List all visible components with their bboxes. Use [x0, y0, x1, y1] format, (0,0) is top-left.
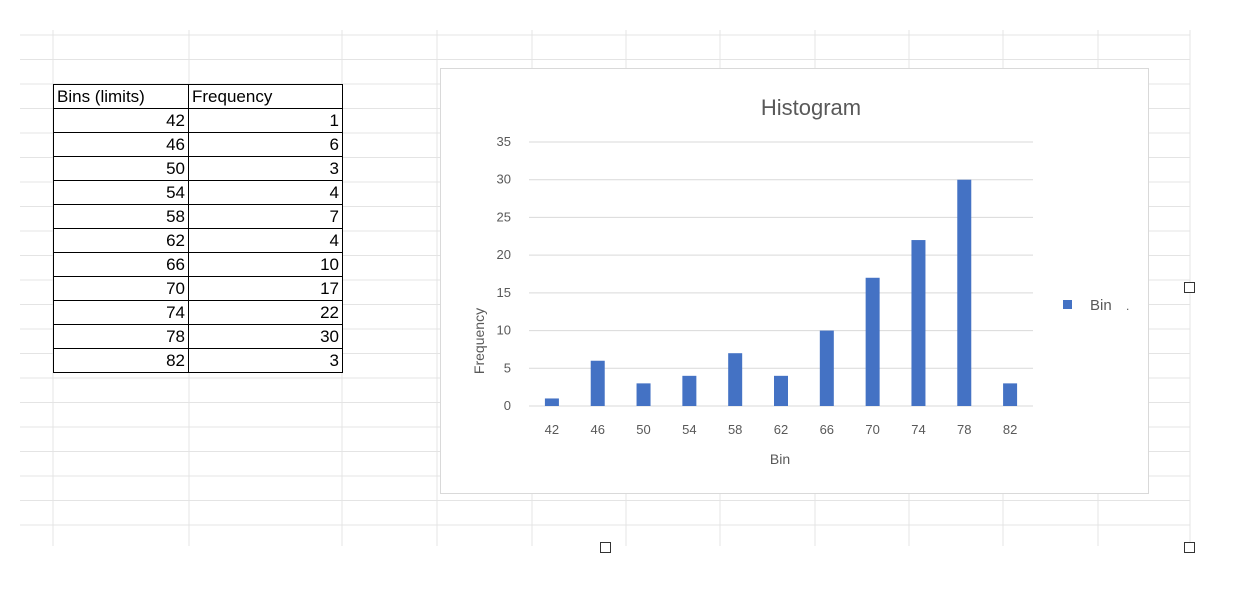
- legend-swatch: [1063, 300, 1072, 309]
- y-tick-label: 15: [497, 285, 511, 300]
- y-tick-label: 10: [497, 323, 511, 338]
- table-row: 74 22: [53, 300, 343, 325]
- legend-mark: .: [1126, 299, 1129, 313]
- table-row: 42 1: [53, 108, 343, 133]
- bar[interactable]: [544, 398, 559, 406]
- bin-cell[interactable]: 42: [53, 108, 189, 133]
- frequency-cell[interactable]: 17: [188, 276, 343, 301]
- bin-cell[interactable]: 62: [53, 228, 189, 253]
- resize-handle-bottom-right[interactable]: [1184, 542, 1195, 553]
- frequency-cell[interactable]: 3: [188, 348, 343, 373]
- legend[interactable]: Bin .: [1063, 297, 1129, 314]
- x-tick-label: 58: [728, 422, 742, 437]
- frequency-cell[interactable]: 3: [188, 156, 343, 181]
- table-row: 62 4: [53, 228, 343, 253]
- resize-handle-right[interactable]: [1184, 282, 1195, 293]
- table-row: 50 3: [53, 156, 343, 181]
- y-tick-label: 5: [504, 360, 511, 375]
- bar[interactable]: [774, 375, 788, 406]
- x-tick-label: 82: [1003, 422, 1017, 437]
- frequency-cell[interactable]: 6: [188, 132, 343, 157]
- table-row: 66 10: [53, 252, 343, 277]
- histogram-chart[interactable]: Histogram Frequency Bin 0 5 10 15 20 25 30 35 4…: [440, 68, 1149, 494]
- table-row: 58 7: [53, 204, 343, 229]
- x-tick-label: 66: [820, 422, 834, 437]
- frequency-cell[interactable]: 1: [188, 108, 343, 133]
- frequency-table: Bins (limits) Frequency 42 1 46 6 50 3 54 4 58 7 6…: [53, 84, 343, 373]
- bar[interactable]: [590, 360, 605, 406]
- bars: [544, 179, 1018, 406]
- x-axis-label: Bin: [770, 451, 790, 467]
- x-tick-label: 42: [545, 422, 559, 437]
- y-tick-label: 25: [497, 209, 511, 224]
- chart-plot: Histogram Frequency Bin 0 5 10 15 20 25 30 35 4…: [471, 95, 1129, 467]
- bin-cell[interactable]: 58: [53, 204, 189, 229]
- bar[interactable]: [911, 240, 926, 406]
- bin-cell[interactable]: 78: [53, 324, 189, 349]
- x-tick-label: 54: [682, 422, 696, 437]
- y-tick-labels: 0 5 10 15 20 25 30 35: [497, 134, 511, 413]
- bar[interactable]: [957, 179, 972, 406]
- y-tick-label: 35: [497, 134, 511, 149]
- bin-cell[interactable]: 50: [53, 156, 189, 181]
- x-tick-label: 74: [911, 422, 925, 437]
- frequency-cell[interactable]: 7: [188, 204, 343, 229]
- x-tick-label: 46: [590, 422, 604, 437]
- legend-label: Bin: [1090, 297, 1112, 314]
- y-tick-label: 0: [504, 398, 511, 413]
- bin-cell[interactable]: 46: [53, 132, 189, 157]
- y-axis-label: Frequency: [471, 308, 487, 374]
- x-tick-label: 50: [636, 422, 650, 437]
- frequency-cell[interactable]: 22: [188, 300, 343, 325]
- bar[interactable]: [865, 277, 880, 406]
- frequency-cell[interactable]: 4: [188, 228, 343, 253]
- y-tick-label: 20: [497, 247, 511, 262]
- header-bins[interactable]: Bins (limits): [53, 84, 189, 109]
- x-tick-label: 62: [774, 422, 788, 437]
- table-row: 78 30: [53, 324, 343, 349]
- bar[interactable]: [728, 353, 743, 406]
- table-row: 54 4: [53, 180, 343, 205]
- y-tick-label: 30: [497, 172, 511, 187]
- bar[interactable]: [819, 330, 834, 406]
- chart-title: Histogram: [761, 95, 861, 120]
- bin-cell[interactable]: 82: [53, 348, 189, 373]
- bin-cell[interactable]: 74: [53, 300, 189, 325]
- frequency-cell[interactable]: 4: [188, 180, 343, 205]
- x-tick-label: 70: [865, 422, 879, 437]
- bin-cell[interactable]: 70: [53, 276, 189, 301]
- header-frequency[interactable]: Frequency: [188, 84, 343, 109]
- bar[interactable]: [682, 375, 697, 406]
- table-row: 70 17: [53, 276, 343, 301]
- bin-cell[interactable]: 54: [53, 180, 189, 205]
- x-tick-labels: 42 46 50 54 58 62 66 70 74 78 82: [545, 422, 1018, 437]
- table-header-row: Bins (limits) Frequency: [53, 84, 343, 109]
- table-row: 46 6: [53, 132, 343, 157]
- resize-handle-bottom[interactable]: [600, 542, 611, 553]
- frequency-cell[interactable]: 10: [188, 252, 343, 277]
- bar[interactable]: [1003, 383, 1018, 406]
- bar[interactable]: [636, 383, 651, 406]
- x-tick-label: 78: [957, 422, 971, 437]
- frequency-cell[interactable]: 30: [188, 324, 343, 349]
- table-row: 82 3: [53, 348, 343, 373]
- bin-cell[interactable]: 66: [53, 252, 189, 277]
